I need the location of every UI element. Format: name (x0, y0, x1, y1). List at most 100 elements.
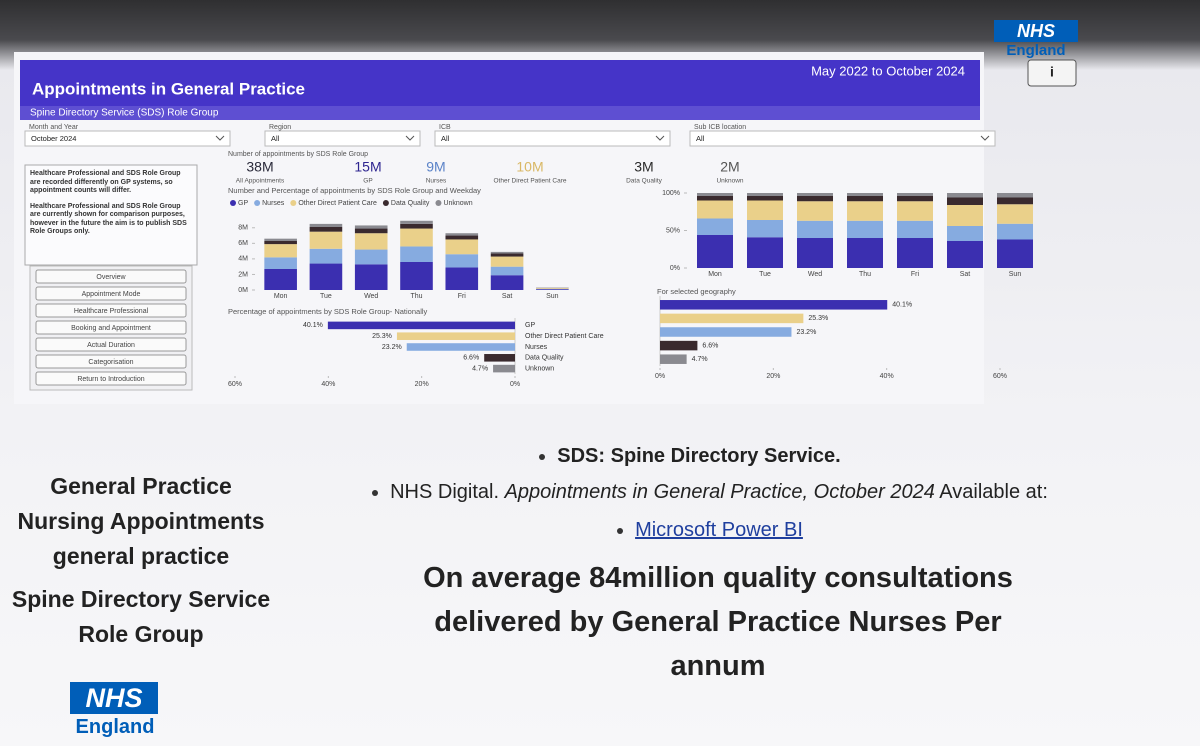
bar-segment (400, 246, 433, 262)
headline: On average 84million quality consultatio… (290, 556, 1146, 688)
info-icon[interactable]: i (1050, 64, 1054, 80)
y-tick-label: 0M (238, 287, 248, 294)
nav-button[interactable] (35, 320, 187, 335)
category-label: Other Direct Patient Care (525, 333, 604, 340)
bar-segment (445, 235, 479, 240)
bar (660, 313, 804, 324)
dropdown-chevron[interactable] (215, 135, 225, 141)
info-button[interactable] (1027, 59, 1077, 87)
x-tick-label: 20% (415, 381, 429, 388)
legend-swatch (290, 200, 297, 206)
bar-segment (354, 233, 388, 250)
x-tick-label: 60% (228, 381, 242, 388)
bar-segment (897, 193, 933, 196)
y-tick-label: 8M (238, 225, 248, 232)
bar-segment (309, 231, 343, 249)
x-tick-label: Mon (708, 271, 722, 278)
bar-segment (947, 226, 983, 241)
value-label: 40.1% (892, 302, 912, 309)
dropdown-chevron[interactable] (655, 135, 665, 141)
nav-label[interactable]: Return to Introduction (77, 376, 144, 383)
value-label: 4.7% (472, 365, 488, 372)
left-line: Role Group (78, 621, 204, 647)
nav-button[interactable] (35, 303, 187, 318)
filter-value[interactable]: All (441, 134, 450, 143)
filter-dropdown[interactable] (689, 130, 996, 147)
bar-segment (264, 238, 297, 241)
bullet (617, 527, 624, 534)
filter-value[interactable]: All (271, 134, 280, 143)
value-label: 23.2% (382, 344, 402, 351)
kpi-label: GP (363, 178, 372, 185)
nav-label[interactable]: Booking and Appointment (71, 325, 151, 332)
link[interactable]: Microsoft Power BI (635, 519, 803, 541)
bar-segment (264, 257, 297, 269)
kpi-value: 38M (246, 159, 273, 175)
left-text: General Practice Nursing Appointments ge… (0, 469, 282, 652)
nav-button[interactable] (35, 286, 187, 301)
nav-button[interactable] (35, 337, 187, 352)
subtitle-bar (20, 106, 980, 120)
kpi-value: 3M (634, 159, 653, 175)
value-label: 4.7% (692, 356, 708, 363)
filter-dropdown[interactable] (434, 130, 671, 147)
nav-button[interactable] (35, 354, 187, 369)
nav-label[interactable]: Actual Duration (87, 342, 135, 349)
x-tick-label: Thu (859, 271, 871, 278)
nhs-logo-box (994, 20, 1078, 42)
x-tick-label: Fri (911, 271, 920, 278)
dropdown-chevron[interactable] (405, 135, 415, 141)
bar (396, 332, 515, 340)
filter-dropdown[interactable] (264, 130, 421, 147)
filter-value[interactable]: All (696, 134, 705, 143)
value-label: 25.3% (372, 333, 392, 340)
kpi-value: 9M (426, 159, 445, 175)
bar-segment (536, 288, 569, 289)
bar (484, 354, 515, 362)
bar (660, 340, 698, 351)
bar (660, 327, 792, 337)
filter-dropdown[interactable] (24, 130, 231, 147)
bar-segment (697, 235, 733, 268)
nav-label[interactable]: Healthcare Professional (74, 308, 149, 315)
kpi-label: All Appointments (236, 178, 285, 185)
value-label: 6.6% (702, 342, 718, 349)
nav-button[interactable] (35, 269, 187, 284)
value-label: 23.2% (796, 329, 816, 336)
nav-label[interactable]: Appointment Mode (82, 291, 141, 298)
note: Healthcare Professional and SDS Role Gro… (30, 170, 190, 244)
category-label: Nurses (525, 344, 548, 351)
y-tick-label: 6M (238, 240, 248, 247)
bar-segment (797, 201, 833, 221)
bar-segment (264, 241, 297, 245)
kpi-label: Other Direct Patient Care (494, 178, 567, 185)
headline-line: annum (670, 650, 766, 682)
filter-value[interactable]: October 2024 (31, 134, 76, 143)
bar-segment (354, 264, 388, 290)
bar-segment (309, 223, 343, 227)
bar-segment (445, 233, 479, 236)
bar-segment (747, 193, 783, 196)
y-tick-label: 100% (662, 190, 680, 197)
bar-segment (797, 196, 833, 202)
bar-segment (797, 193, 833, 196)
dropdown-chevron[interactable] (980, 135, 990, 141)
bar-segment (697, 196, 733, 201)
nav-button[interactable] (35, 371, 187, 386)
x-tick-label: 0% (510, 381, 520, 388)
bar-segment (354, 249, 388, 265)
filter-label: Month and Year (29, 124, 79, 131)
legend-swatch (382, 200, 389, 206)
nav-label[interactable]: Categorisation (88, 359, 133, 366)
legend-swatch (230, 200, 236, 206)
nav-label[interactable]: Overview (96, 274, 126, 281)
bar-segment (697, 218, 733, 235)
filter-label: ICB (439, 124, 451, 131)
bar-segment (309, 227, 343, 232)
kpi-title: Number of appointments by SDS Role Group (228, 151, 368, 158)
bullet (539, 453, 546, 460)
bar (660, 300, 888, 310)
x-tick-label: Wed (808, 271, 822, 278)
left-line: General Practice (50, 473, 232, 499)
